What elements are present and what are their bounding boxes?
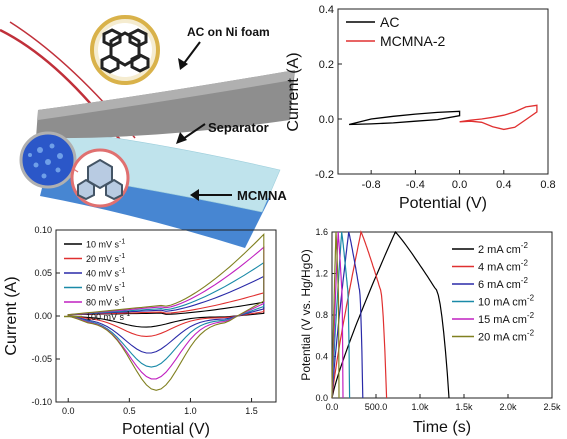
y-tick-label: -0.10 <box>31 397 52 407</box>
legend-label: 40 mV s-1 <box>86 268 125 279</box>
y-tick-label: -0.05 <box>31 354 52 364</box>
legend-label-sup: -1 <box>119 297 125 304</box>
y-tick-label: -0.2 <box>315 169 334 181</box>
x-axis-label: Potential (V) <box>399 195 487 212</box>
y-tick-label: 0.10 <box>34 225 52 235</box>
legend-label-sup: -2 <box>521 241 529 250</box>
series-line-4-mA-cm <box>331 230 388 399</box>
ac-arrow-icon <box>178 41 201 70</box>
x-tick-label: 0.4 <box>496 179 511 191</box>
series-line-10-mA-cm <box>331 231 351 399</box>
legend-label-sup: -2 <box>521 259 529 268</box>
y-tick-label: 1.2 <box>315 269 328 279</box>
legend-label: 20 mV s-1 <box>86 253 125 264</box>
x-tick-label: 1.5k <box>455 402 473 412</box>
legend-label-sup: -1 <box>119 268 125 275</box>
x-tick-label: 0.0 <box>62 406 75 416</box>
series-line-20-mA-cm <box>331 231 340 399</box>
series-line-60 <box>67 261 265 368</box>
legend-label: MCMNA-2 <box>380 33 446 49</box>
legend-label: 6 mA cm-2 <box>478 276 528 291</box>
ac-zoom-inner <box>98 23 152 77</box>
schematic-panel: AC on Ni foam Separator MCMNA <box>0 15 295 248</box>
x-tick-label: 0.0 <box>452 179 467 191</box>
legend-label: 60 mV s-1 <box>86 282 125 293</box>
series-line-AC <box>348 110 461 126</box>
legend-label: 100 mV s-1 <box>86 311 130 322</box>
x-tick-label: 1.5 <box>245 406 258 416</box>
x-tick-label: 2.0k <box>499 402 517 412</box>
x-tick-label: 0.0 <box>326 402 339 412</box>
series-line-MCMNA-2 <box>459 104 538 131</box>
x-axis-label: Time (s) <box>413 419 471 436</box>
legend-label-sup: -1 <box>124 311 130 318</box>
zoom-connector <box>71 167 79 173</box>
cv-compare-chart: -0.8 -0.4 0.0 0.4 0.8 -0.2 0.0 0.2 0.4 AC MCMNA-2… <box>285 4 556 212</box>
plot-frame <box>337 8 549 175</box>
legend-label-sup: -1 <box>119 239 125 246</box>
series-line-15-mA-cm <box>331 231 344 399</box>
y-tick-label: 0.0 <box>315 393 328 403</box>
x-tick-label: 1.0 <box>184 406 197 416</box>
ac-sheet-highlight <box>38 70 295 120</box>
y-tick-label: 0.00 <box>34 311 52 321</box>
gcd-chart: 0.0 500.0 1.0k 1.5k 2.0k 2.5k0.00.40.81.21.6 … <box>299 227 561 436</box>
mcmna-arrow-icon <box>190 189 232 201</box>
legend-label: 4 mA cm-2 <box>478 259 528 274</box>
series-line-100 <box>67 232 265 391</box>
y-tick-label: 0.4 <box>315 352 328 362</box>
x-tick-label: 500.0 <box>365 402 388 412</box>
x-axis-label: Potential (V) <box>122 421 210 438</box>
y-tick-label: 0.8 <box>315 310 328 320</box>
legend-label: 20 mA cm-2 <box>478 329 535 344</box>
legend-label: 10 mA cm-2 <box>478 294 535 309</box>
series-line-80 <box>67 246 265 380</box>
y-axis-label: Current (A) <box>3 276 20 355</box>
separator-arrow-icon <box>176 123 206 144</box>
series-line-40 <box>67 275 265 354</box>
legend-label-sup: -1 <box>119 282 125 289</box>
legend-label-sup: -1 <box>119 253 125 260</box>
legend-label: 80 mV s-1 <box>86 297 125 308</box>
mcmna-label: MCMNA <box>237 188 287 203</box>
ac-label: AC on Ni foam <box>187 25 270 39</box>
x-tick-label: 0.8 <box>540 179 555 191</box>
y-tick-label: 0.4 <box>319 4 334 16</box>
separator-label: Separator <box>208 120 269 135</box>
legend-label-sup: -2 <box>521 276 529 285</box>
ac-structure-icon <box>100 28 150 74</box>
x-tick-label: 1.0k <box>411 402 429 412</box>
series-line-2-mA-cm <box>331 230 450 399</box>
series-line-20 <box>67 292 265 337</box>
mcmna-structure-icon <box>77 158 123 201</box>
legend-label-sup: -2 <box>527 294 535 303</box>
y-axis-label: Potential (V vs. Hg/HgO) <box>299 249 313 380</box>
series-line-6-mA-cm <box>331 231 364 399</box>
legend-label-sup: -2 <box>527 311 535 320</box>
legend-label: 2 mA cm-2 <box>478 241 528 256</box>
y-tick-label: 0.0 <box>319 114 334 126</box>
x-tick-label: 0.5 <box>123 406 136 416</box>
legend-label: 10 mV s-1 <box>86 239 125 250</box>
legend-label: AC <box>380 14 399 30</box>
legend-label: 15 mA cm-2 <box>478 311 535 326</box>
x-tick-label: 2.5k <box>543 402 561 412</box>
x-tick-label: -0.8 <box>362 179 381 191</box>
y-tick-label: 0.2 <box>319 59 334 71</box>
y-axis-label: Current (A) <box>285 52 302 131</box>
legend-label-sup: -2 <box>527 329 535 338</box>
series-line-10 <box>67 301 265 328</box>
y-tick-label: 1.6 <box>315 227 328 237</box>
x-tick-label: -0.4 <box>406 179 425 191</box>
cv-rates-chart: 0.0 0.5 1.0 1.5 -0.10 -0.05 0.00 0.05 0.10 10 mV… <box>3 225 277 438</box>
y-tick-label: 0.05 <box>34 268 52 278</box>
mcmna-sphere-texture <box>28 143 63 179</box>
